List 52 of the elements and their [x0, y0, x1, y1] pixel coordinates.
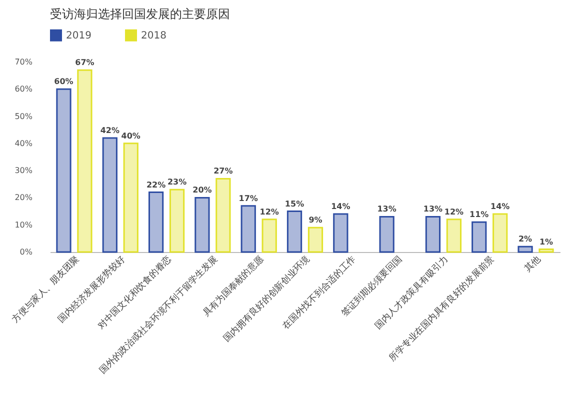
data-label: 13%: [377, 204, 396, 214]
bar: [169, 188, 185, 253]
data-label: 12%: [260, 207, 279, 216]
bar: [262, 218, 277, 253]
bar: [148, 192, 164, 253]
y-tick-label: 20%: [14, 193, 33, 202]
y-tick-label: 50%: [14, 112, 33, 121]
legend-label: 2019: [66, 30, 92, 42]
data-label: 20%: [192, 186, 212, 195]
bar: [492, 213, 508, 253]
data-label: 42%: [100, 126, 120, 135]
y-tick-label: 60%: [14, 84, 33, 94]
bar: [472, 221, 487, 253]
data-label: 13%: [423, 204, 443, 214]
bar: [56, 88, 72, 253]
data-label: 15%: [284, 199, 304, 208]
data-label: 14%: [331, 202, 350, 211]
bar: [194, 196, 210, 253]
y-tick-label: 70%: [14, 58, 33, 66]
bar: [240, 205, 256, 253]
data-label: 11%: [470, 210, 489, 220]
bar: [123, 142, 138, 253]
bar: [77, 69, 92, 253]
bar: [333, 213, 348, 253]
data-label: 60%: [54, 77, 74, 86]
bar: [102, 137, 118, 253]
data-label: 2%: [518, 234, 532, 244]
y-tick-label: 40%: [14, 138, 33, 148]
data-label: 12%: [444, 207, 464, 216]
bar: [446, 218, 462, 253]
bar: [379, 216, 394, 253]
data-label: 9%: [308, 216, 322, 225]
data-label: 40%: [121, 131, 140, 140]
data-label: 17%: [238, 194, 258, 203]
legend-label: 2018: [141, 30, 166, 42]
data-label: 1%: [539, 237, 554, 246]
data-label: 67%: [75, 58, 94, 68]
bar: [216, 178, 231, 253]
chart-title: 受访海归选择回国发展的主要原因: [50, 7, 230, 21]
data-label: 14%: [490, 202, 510, 211]
bar: [538, 248, 554, 253]
x-tick-label: 其他: [522, 254, 543, 274]
data-label: 22%: [146, 180, 166, 190]
bar: [286, 210, 302, 253]
bar: [308, 226, 324, 253]
y-tick-label: 10%: [14, 220, 33, 230]
y-tick-label: 30%: [14, 166, 33, 176]
bar: [425, 216, 441, 253]
bar: [518, 246, 533, 253]
data-label: 27%: [214, 166, 233, 176]
data-label: 23%: [167, 178, 187, 187]
y-tick-label: 0%: [20, 248, 33, 256]
